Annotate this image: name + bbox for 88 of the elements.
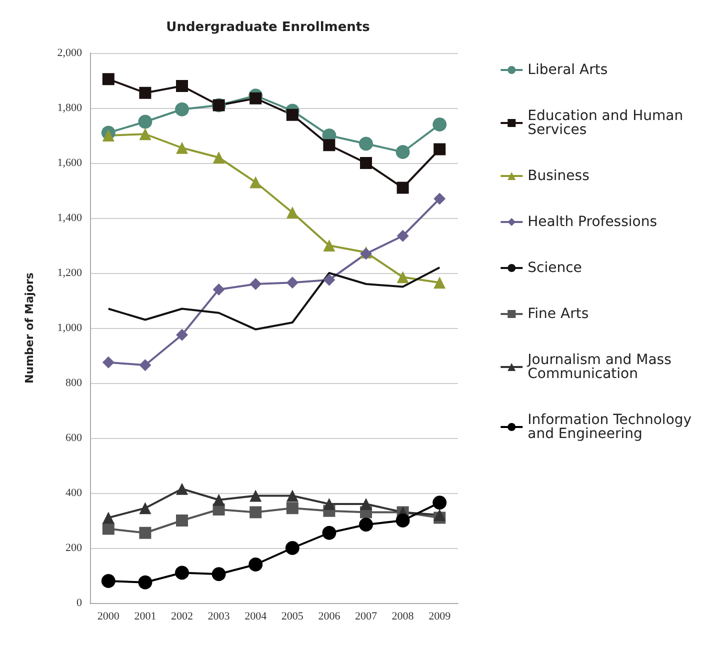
- point: [250, 278, 262, 290]
- point: [139, 86, 152, 99]
- point: [139, 502, 152, 514]
- y-tick-label: 400: [66, 487, 82, 499]
- point: [323, 274, 336, 286]
- y-tick-label: 1,400: [57, 212, 82, 224]
- point: [250, 176, 262, 188]
- x-tick-label: 2005: [281, 610, 304, 622]
- point: [102, 512, 114, 524]
- point: [359, 136, 373, 151]
- x-tick-label: 2001: [134, 610, 156, 622]
- x-tick-label: 2004: [244, 610, 268, 622]
- point: [250, 92, 262, 104]
- point: [323, 240, 336, 252]
- point: [434, 192, 446, 205]
- legend-label: Science: [528, 260, 582, 276]
- point: [432, 118, 447, 132]
- point: [212, 494, 225, 506]
- point: [360, 498, 372, 510]
- point: [138, 575, 152, 590]
- point: [432, 496, 447, 510]
- point: [286, 490, 298, 502]
- point: [248, 558, 263, 572]
- point: [176, 482, 188, 495]
- legend-label: Business: [528, 168, 590, 184]
- point: [175, 566, 189, 580]
- point: [212, 284, 225, 296]
- point: [396, 230, 409, 242]
- x-tick-label: 2000: [97, 610, 120, 622]
- point: [396, 145, 410, 159]
- point: [102, 522, 114, 535]
- point: [175, 102, 189, 116]
- y-axis-title: Number of Majors: [23, 272, 36, 384]
- x-tick-label: 2009: [428, 610, 452, 622]
- legend-label: Information Technology and Engineering: [528, 412, 696, 442]
- point: [286, 502, 298, 514]
- point: [176, 514, 188, 526]
- point: [360, 157, 372, 169]
- point: [322, 526, 336, 540]
- point: [434, 143, 446, 156]
- point: [139, 128, 152, 140]
- point: [250, 490, 262, 502]
- point: [138, 114, 152, 129]
- point: [212, 567, 226, 582]
- y-tick-label: 0: [76, 597, 82, 609]
- y-tick-label: 1,200: [57, 267, 82, 279]
- line-series: [107, 266, 441, 330]
- x-tick-label: 2002: [171, 610, 193, 622]
- point: [102, 130, 114, 142]
- point: [286, 206, 298, 218]
- point: [323, 498, 336, 510]
- legend-label: Liberal Arts: [528, 62, 608, 78]
- chart-title: Undergraduate Enrollments: [166, 20, 370, 35]
- legend-label: Journalism and Mass Communication: [526, 352, 676, 382]
- y-tick-label: 600: [66, 432, 82, 444]
- point: [212, 152, 225, 164]
- point: [396, 514, 410, 528]
- legend-label: Fine Arts: [528, 306, 589, 322]
- x-tick-label: 2003: [208, 610, 230, 622]
- legend-label: Education and Human Services: [528, 108, 688, 138]
- point: [286, 276, 298, 289]
- y-tick-label: 1,800: [57, 102, 82, 114]
- point: [396, 182, 409, 194]
- point: [102, 356, 114, 368]
- point: [359, 518, 373, 532]
- legend-label: Health Professions: [528, 214, 658, 230]
- point: [102, 73, 114, 86]
- point: [323, 139, 336, 152]
- point: [139, 359, 152, 372]
- y-tick-label: 2,000: [57, 47, 82, 59]
- point: [286, 108, 298, 121]
- point: [101, 574, 116, 588]
- point: [176, 142, 188, 154]
- y-tick-label: 800: [66, 377, 82, 389]
- y-tick-label: 200: [66, 542, 82, 554]
- point: [250, 506, 262, 518]
- y-tick-label: 1,000: [57, 322, 82, 334]
- point: [176, 80, 188, 92]
- point: [285, 541, 300, 555]
- point: [434, 509, 446, 521]
- x-tick-label: 2006: [318, 610, 341, 622]
- x-tick-label: 2008: [392, 610, 414, 622]
- point: [434, 276, 446, 289]
- point: [396, 271, 409, 284]
- point: [139, 526, 152, 539]
- x-tick-label: 2007: [355, 610, 378, 622]
- y-tick-label: 1,600: [57, 157, 82, 169]
- point: [176, 328, 188, 341]
